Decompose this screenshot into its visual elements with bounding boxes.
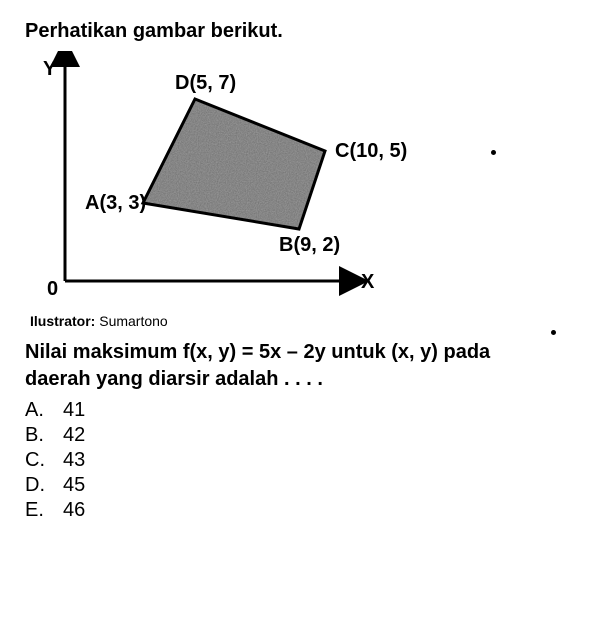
option-value: 42 xyxy=(63,424,85,447)
illustrator-label: Ilustrator: xyxy=(30,313,95,329)
option-value: 46 xyxy=(63,499,85,522)
question-line-2: daerah yang diarsir adalah . . . . xyxy=(25,366,591,393)
chart-container: 0 X Y A(3, 3) B(9, 2) C(10, 5) D(5, 7) xyxy=(35,51,415,311)
decorative-dot xyxy=(491,150,496,155)
option-b: B. 42 xyxy=(25,424,591,447)
svg-text:D(5, 7): D(5, 7) xyxy=(175,72,236,94)
svg-text:C(10, 5): C(10, 5) xyxy=(335,140,407,162)
option-e: E. 46 xyxy=(25,499,591,522)
option-d: D. 45 xyxy=(25,474,591,497)
page-title: Perhatikan gambar berikut. xyxy=(25,20,591,43)
svg-text:X: X xyxy=(361,271,375,293)
svg-text:Y: Y xyxy=(43,58,57,80)
illustrator-name: Sumartono xyxy=(99,313,167,329)
option-value: 45 xyxy=(63,474,85,497)
question-line-1: Nilai maksimum f(x, y) = 5x – 2y untuk (… xyxy=(25,339,591,366)
svg-text:B(9, 2): B(9, 2) xyxy=(279,234,340,256)
option-letter: B. xyxy=(25,424,63,447)
options-list: A. 41 B. 42 C. 43 D. 45 E. 46 xyxy=(25,399,591,522)
option-letter: C. xyxy=(25,449,63,472)
option-value: 41 xyxy=(63,399,85,422)
decorative-dot xyxy=(551,330,556,335)
question-text: Nilai maksimum f(x, y) = 5x – 2y untuk (… xyxy=(25,339,591,393)
illustrator-credit: Ilustrator: Sumartono xyxy=(30,313,591,329)
option-letter: D. xyxy=(25,474,63,497)
option-letter: A. xyxy=(25,399,63,422)
option-c: C. 43 xyxy=(25,449,591,472)
polygon-chart: 0 X Y A(3, 3) B(9, 2) C(10, 5) D(5, 7) xyxy=(35,51,415,311)
svg-text:A(3, 3): A(3, 3) xyxy=(85,192,146,214)
option-value: 43 xyxy=(63,449,85,472)
option-letter: E. xyxy=(25,499,63,522)
svg-text:0: 0 xyxy=(47,278,58,300)
option-a: A. 41 xyxy=(25,399,591,422)
